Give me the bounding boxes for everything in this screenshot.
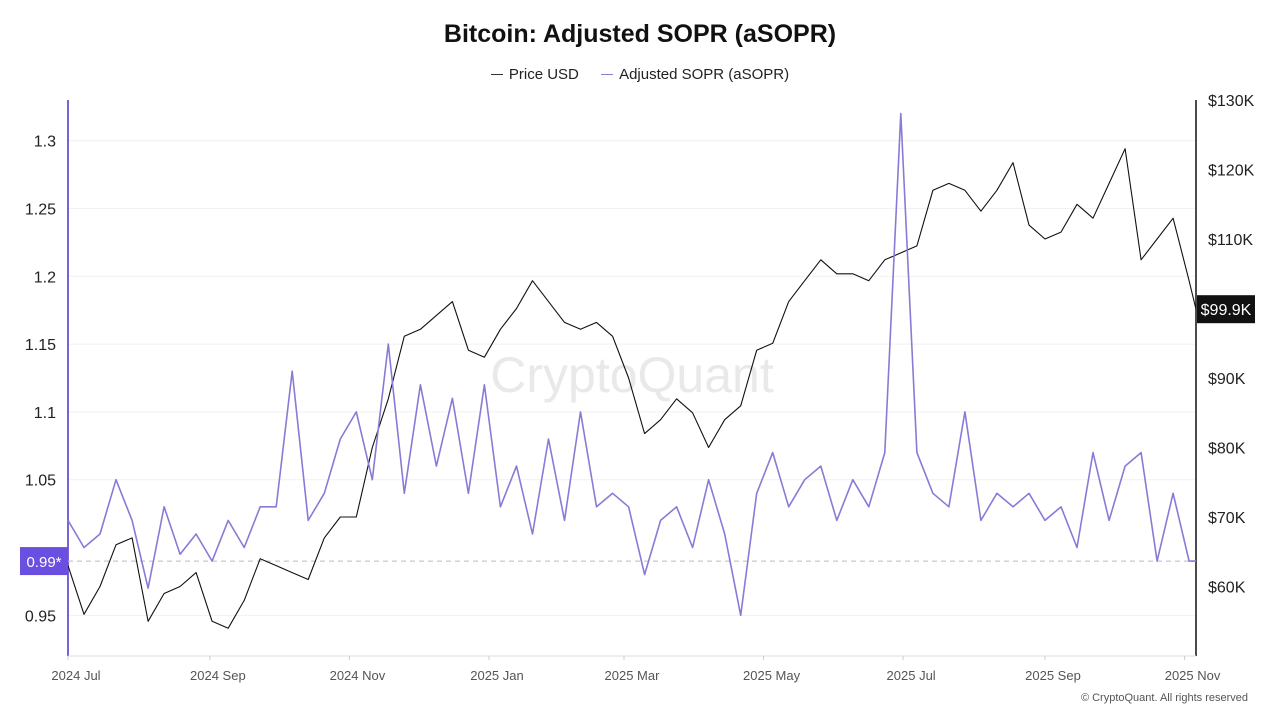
- watermark-text: CryptoQuant: [490, 347, 774, 403]
- x-tick-label: 2024 Jul: [51, 668, 100, 683]
- x-tick-label: 2025 May: [743, 668, 801, 683]
- y-right-tick-label: $60K: [1208, 580, 1246, 597]
- legend-label-asopr: Adjusted SOPR (aSOPR): [619, 66, 790, 83]
- last-price-badge-label: $99.9K: [1201, 302, 1252, 319]
- legend-item-price[interactable]: Price USD: [490, 66, 579, 83]
- y-right-tick-label: $130K: [1208, 93, 1255, 110]
- reference-badge: [20, 547, 68, 576]
- y-right-tick-label: $90K: [1208, 371, 1246, 388]
- legend-label-price: Price USD: [508, 66, 579, 83]
- y-right-tick-label: $110K: [1208, 232, 1253, 249]
- y-left-tick-label: 1.15: [25, 337, 56, 354]
- y-left-tick-label: 1.25: [25, 201, 56, 218]
- y-left-tick-label: 1.2: [34, 269, 56, 286]
- legend-item-asopr[interactable]: Adjusted SOPR (aSOPR): [601, 66, 789, 83]
- legend: Price USD Adjusted SOPR (aSOPR): [0, 62, 1280, 83]
- price-line-swatch-icon: [490, 74, 503, 75]
- y-left-tick-label: 0.95: [25, 608, 56, 625]
- y-right-tick-label: $120K: [1208, 163, 1255, 180]
- x-tick-label: 2025 Jul: [887, 668, 936, 683]
- chart-title: Bitcoin: Adjusted SOPR (aSOPR): [443, 20, 837, 48]
- x-tick-label: 2025 Sep: [1025, 668, 1081, 683]
- x-tick-label: 2025 Jan: [470, 668, 524, 683]
- y-right-tick-label: $80K: [1208, 441, 1246, 458]
- reference-badge-label: 0.99*: [26, 554, 61, 571]
- y-left-tick-label: 1.3: [34, 134, 56, 151]
- x-tick-label: 2025 Mar: [605, 668, 661, 683]
- x-tick-label: 2024 Nov: [330, 668, 386, 683]
- asopr-series-line: [67, 112, 1196, 617]
- price-series-line: [67, 148, 1197, 629]
- asopr-line-swatch-icon: [601, 74, 614, 75]
- last-price-badge: [1197, 295, 1255, 324]
- x-tick-label: 2025 Nov: [1165, 668, 1221, 683]
- y-right-tick-label: $70K: [1208, 510, 1246, 527]
- y-left-tick-label: 1.1: [34, 405, 56, 422]
- x-tick-label: 2024 Sep: [190, 668, 246, 683]
- copyright-footer: © CryptoQuant. All rights reserved: [1080, 692, 1248, 704]
- y-left-tick-label: 1.05: [25, 473, 56, 490]
